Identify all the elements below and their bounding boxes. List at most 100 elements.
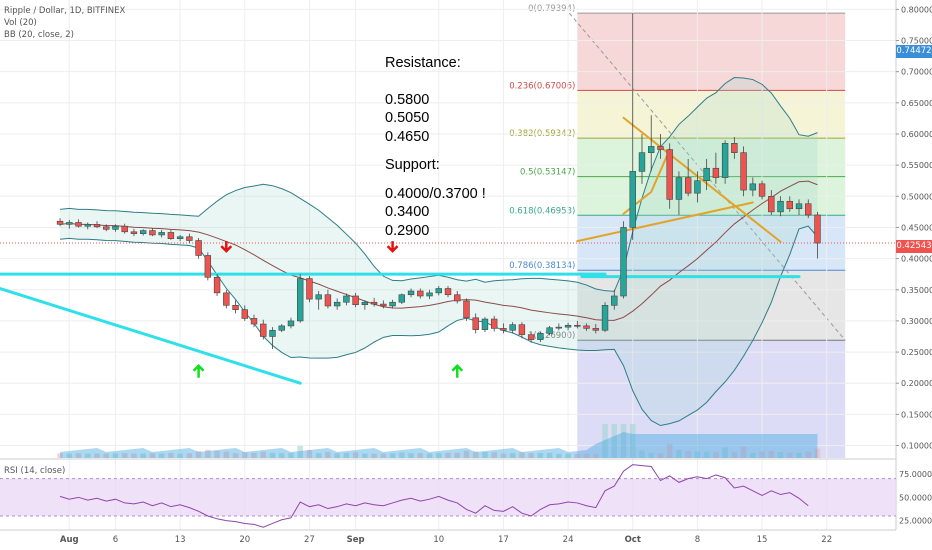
- candle: [620, 221, 627, 299]
- volume-bar: [223, 451, 230, 458]
- time-tick-label: 15: [757, 535, 768, 545]
- volume-bar: [112, 453, 119, 458]
- volume-bar: [177, 453, 183, 458]
- candle: [370, 297, 378, 307]
- volume-bar: [666, 444, 673, 458]
- candle: [684, 158, 692, 197]
- volume-bar: [694, 451, 701, 458]
- candle-body: [611, 295, 618, 306]
- candle-body: [56, 220, 64, 225]
- candle: [731, 137, 738, 159]
- lower-trend-line: [0, 287, 302, 385]
- candle: [324, 289, 332, 309]
- volume-bar: [140, 453, 146, 458]
- fib-level-label: 0.5(0.53147): [520, 168, 575, 178]
- volume-ma-area: [60, 432, 818, 458]
- candle-body: [315, 294, 322, 300]
- candle-body: [297, 278, 304, 322]
- fib-zone: [577, 13, 846, 91]
- price-tick-label: 0.75000: [901, 37, 932, 46]
- candles: [56, 13, 821, 349]
- candle: [426, 289, 433, 300]
- time-axis[interactable]: Aug 6 13 20 27 Sep 10 17 24 Oct 8 15 22: [0, 529, 896, 545]
- candle-body: [435, 288, 442, 294]
- volume-bar: [445, 452, 451, 458]
- price-tick-label: 0.70000: [901, 68, 932, 77]
- candle: [814, 211, 821, 259]
- candle-body: [269, 329, 276, 337]
- bollinger-fill: [60, 77, 818, 426]
- candle: [213, 274, 221, 296]
- rsi-legend[interactable]: RSI (14, close): [4, 466, 66, 476]
- volume-bar: [509, 452, 516, 458]
- candle: [343, 293, 350, 306]
- resistance-level: 0.4650: [385, 128, 430, 145]
- volume-bar: [528, 453, 534, 458]
- candle-body: [232, 305, 239, 310]
- candle: [481, 317, 489, 333]
- candle: [315, 291, 322, 310]
- price-axis[interactable]: 0.80000 0.75000 0.70000 0.65000 0.60000 0.550…: [895, 0, 932, 550]
- time-tick-label: 22: [821, 535, 832, 545]
- resistance-level: 0.5800: [385, 91, 430, 108]
- symbol-legend[interactable]: Ripple / Dollar, 1D, BITFINEX: [4, 6, 126, 16]
- candle-body: [158, 232, 165, 236]
- candle: [241, 305, 248, 321]
- fib-zone: [577, 138, 846, 177]
- volume-bar: [214, 451, 220, 458]
- volume-bar: [288, 453, 294, 458]
- bollinger-legend[interactable]: BB (20, close, 2): [4, 30, 74, 40]
- candle: [537, 331, 544, 343]
- candle-body: [537, 333, 544, 340]
- volume-bar: [777, 451, 784, 458]
- candle: [721, 140, 729, 184]
- volume-bar: [731, 452, 738, 458]
- drawn-trend-lines[interactable]: [0, 116, 896, 385]
- price-tick-label: 0.80000: [901, 5, 932, 14]
- volume-bar: [676, 449, 682, 458]
- price-tick-label: 0.50000: [901, 192, 932, 201]
- candle-body: [380, 303, 387, 307]
- volume-bars: [57, 424, 821, 458]
- volume-bar: [269, 452, 276, 458]
- volume-bar: [186, 453, 193, 458]
- candle-body: [398, 294, 406, 303]
- volume-bar: [380, 453, 387, 458]
- candle-body: [204, 255, 212, 278]
- candle: [472, 313, 479, 334]
- time-tick-label: 6: [113, 535, 118, 545]
- price-tick-label: 0.35000: [901, 286, 932, 295]
- candle-body: [546, 327, 553, 334]
- candle-body: [167, 232, 175, 239]
- time-tick-label: 17: [498, 535, 509, 545]
- candle-body: [795, 203, 803, 210]
- support-title: Support:: [385, 157, 440, 173]
- volume-bar: [278, 453, 285, 458]
- rsi-tick-label: 25.0000: [899, 517, 932, 526]
- candle-body: [121, 225, 128, 233]
- candle: [740, 146, 747, 197]
- volume-bar: [205, 449, 211, 458]
- candle-body: [509, 324, 516, 331]
- volume-bar: [602, 424, 608, 458]
- candle: [454, 291, 461, 304]
- candle: [758, 180, 766, 200]
- candle: [361, 300, 369, 310]
- volume-bar: [168, 452, 174, 458]
- candle: [269, 327, 276, 349]
- volume-bar: [315, 453, 322, 458]
- candle: [278, 324, 285, 333]
- volume-bar: [325, 451, 331, 458]
- candle: [306, 276, 313, 303]
- candle: [703, 158, 710, 191]
- volume-legend[interactable]: Vol (20): [4, 18, 37, 28]
- volume-bar: [454, 452, 460, 458]
- candle: [287, 317, 295, 329]
- volume-bar: [472, 451, 479, 458]
- time-tick-label: 13: [175, 535, 186, 545]
- candle: [675, 171, 683, 215]
- volume-bar: [103, 453, 109, 458]
- upper-price-tag: 0.74472: [896, 45, 932, 58]
- candle: [84, 222, 91, 230]
